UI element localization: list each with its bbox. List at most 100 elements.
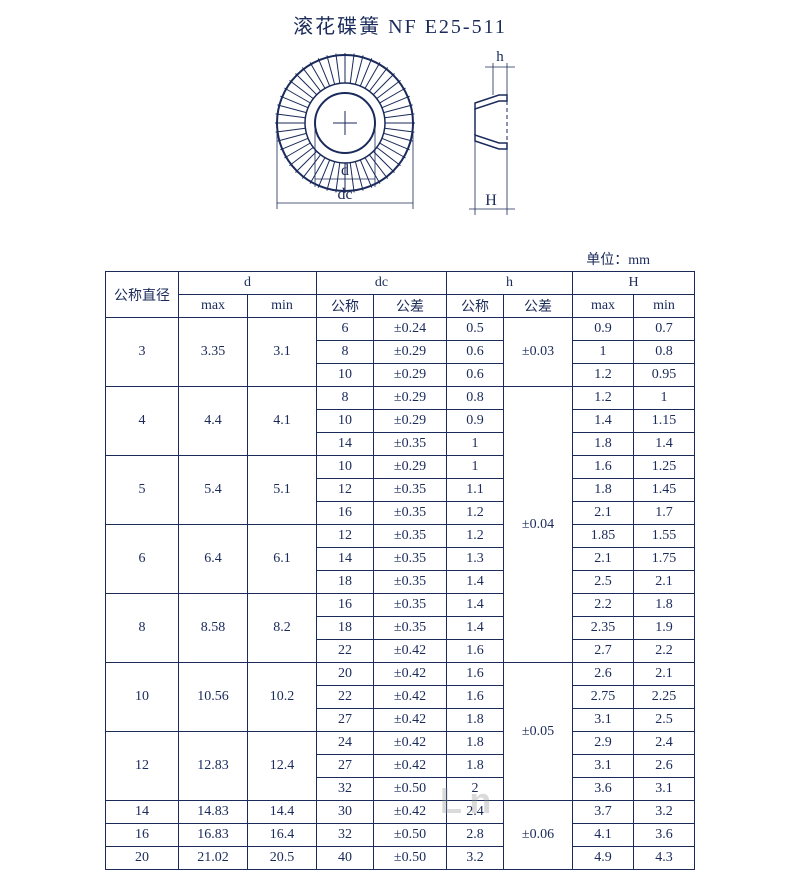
diagram-area: ddc hH xyxy=(10,43,790,243)
cell-dc-nom: 14 xyxy=(317,548,374,571)
cell-H-max: 1.2 xyxy=(573,387,634,410)
cell-H-min: 2.1 xyxy=(634,571,695,594)
page-title: 滚花碟簧 NF E25-511 xyxy=(10,10,790,39)
cell-dc-tol: ±0.29 xyxy=(374,387,447,410)
cell-d_min: 8.2 xyxy=(248,594,317,663)
svg-text:h: h xyxy=(496,49,504,65)
table-row: 1212.8312.424±0.421.82.92.4 xyxy=(106,732,695,755)
header-d-min: min xyxy=(248,295,317,318)
cell-dc-tol: ±0.42 xyxy=(374,732,447,755)
cell-dc-tol: ±0.29 xyxy=(374,364,447,387)
cell-h-tol: ±0.03 xyxy=(504,318,573,387)
cell-h-nom: 0.5 xyxy=(447,318,504,341)
cell-nominal: 10 xyxy=(106,663,179,732)
header-H: H xyxy=(573,272,695,295)
cell-H-min: 1.45 xyxy=(634,479,695,502)
cell-H-max: 1.4 xyxy=(573,410,634,433)
cell-dc-nom: 14 xyxy=(317,433,374,456)
cell-dc-tol: ±0.35 xyxy=(374,502,447,525)
header-H-max: max xyxy=(573,295,634,318)
cell-H-max: 1.2 xyxy=(573,364,634,387)
cell-d_min: 20.5 xyxy=(248,847,317,870)
cell-H-min: 2.1 xyxy=(634,663,695,686)
cell-d_min: 6.1 xyxy=(248,525,317,594)
cell-dc-nom: 27 xyxy=(317,755,374,778)
cell-dc-tol: ±0.35 xyxy=(374,617,447,640)
cell-H-min: 0.95 xyxy=(634,364,695,387)
cell-H-min: 0.8 xyxy=(634,341,695,364)
top-view-diagram: ddc xyxy=(255,43,435,243)
cell-H-min: 1.55 xyxy=(634,525,695,548)
header-h: h xyxy=(447,272,573,295)
cell-nominal: 16 xyxy=(106,824,179,847)
cell-nominal: 4 xyxy=(106,387,179,456)
cell-dc-tol: ±0.50 xyxy=(374,847,447,870)
spec-table: 公称直径 d dc h H max min 公称 公差 公称 公差 max mi… xyxy=(105,271,695,870)
cell-dc-tol: ±0.42 xyxy=(374,801,447,824)
cell-nominal: 12 xyxy=(106,732,179,801)
cell-d_max: 12.83 xyxy=(179,732,248,801)
cell-H-max: 3.7 xyxy=(573,801,634,824)
cell-h-nom: 0.6 xyxy=(447,341,504,364)
cell-H-max: 3.1 xyxy=(573,755,634,778)
cell-H-max: 2.9 xyxy=(573,732,634,755)
cell-h-nom: 1.2 xyxy=(447,525,504,548)
cell-d_max: 3.35 xyxy=(179,318,248,387)
cell-nominal: 5 xyxy=(106,456,179,525)
cell-dc-tol: ±0.42 xyxy=(374,640,447,663)
cell-H-min: 1 xyxy=(634,387,695,410)
cell-H-max: 2.75 xyxy=(573,686,634,709)
table-row: 44.44.18±0.290.8±0.041.21 xyxy=(106,387,695,410)
cell-H-max: 0.9 xyxy=(573,318,634,341)
svg-text:dc: dc xyxy=(337,186,352,203)
cell-H-max: 3.1 xyxy=(573,709,634,732)
cell-dc-tol: ±0.35 xyxy=(374,571,447,594)
cell-dc-tol: ±0.50 xyxy=(374,778,447,801)
cell-nominal: 14 xyxy=(106,801,179,824)
cell-nominal: 20 xyxy=(106,847,179,870)
cell-H-max: 1.8 xyxy=(573,433,634,456)
cell-dc-nom: 10 xyxy=(317,410,374,433)
cell-nominal: 6 xyxy=(106,525,179,594)
cell-h-nom: 1.6 xyxy=(447,640,504,663)
cell-H-min: 2.6 xyxy=(634,755,695,778)
cell-dc-tol: ±0.35 xyxy=(374,479,447,502)
cell-dc-tol: ±0.42 xyxy=(374,663,447,686)
cell-d_min: 4.1 xyxy=(248,387,317,456)
cell-d_max: 14.83 xyxy=(179,801,248,824)
cell-h-nom: 2 xyxy=(447,778,504,801)
table-row: 1616.8316.432±0.502.84.13.6 xyxy=(106,824,695,847)
cell-dc-nom: 20 xyxy=(317,663,374,686)
table-row: 1010.5610.220±0.421.6±0.052.62.1 xyxy=(106,663,695,686)
cell-H-max: 4.9 xyxy=(573,847,634,870)
cell-dc-nom: 10 xyxy=(317,456,374,479)
cell-H-max: 2.1 xyxy=(573,502,634,525)
cell-d_max: 6.4 xyxy=(179,525,248,594)
cell-dc-nom: 18 xyxy=(317,571,374,594)
header-H-min: min xyxy=(634,295,695,318)
cell-h-nom: 1.3 xyxy=(447,548,504,571)
header-dc: dc xyxy=(317,272,447,295)
cell-H-max: 2.2 xyxy=(573,594,634,617)
cell-d_min: 5.1 xyxy=(248,456,317,525)
header-h-nom: 公称 xyxy=(447,295,504,318)
cell-d_max: 5.4 xyxy=(179,456,248,525)
header-d: d xyxy=(179,272,317,295)
cell-H-max: 3.6 xyxy=(573,778,634,801)
cell-dc-nom: 22 xyxy=(317,686,374,709)
cell-dc-nom: 16 xyxy=(317,502,374,525)
cell-H-min: 1.9 xyxy=(634,617,695,640)
cell-h-nom: 1.8 xyxy=(447,732,504,755)
cell-dc-tol: ±0.29 xyxy=(374,456,447,479)
cell-dc-nom: 22 xyxy=(317,640,374,663)
table-row: 88.588.216±0.351.42.21.8 xyxy=(106,594,695,617)
cell-dc-nom: 24 xyxy=(317,732,374,755)
cell-d_min: 3.1 xyxy=(248,318,317,387)
header-dc-nom: 公称 xyxy=(317,295,374,318)
cell-H-max: 2.7 xyxy=(573,640,634,663)
cell-h-nom: 0.8 xyxy=(447,387,504,410)
cell-h-nom: 1.6 xyxy=(447,663,504,686)
cell-H-min: 1.8 xyxy=(634,594,695,617)
cell-H-min: 2.4 xyxy=(634,732,695,755)
cell-H-max: 2.6 xyxy=(573,663,634,686)
